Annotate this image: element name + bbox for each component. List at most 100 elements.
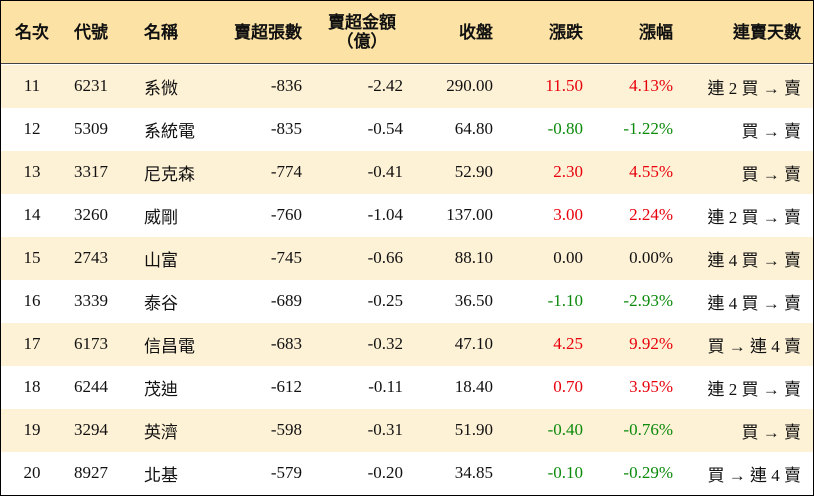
rank-cell: 19	[23, 420, 41, 440]
name-cell: 尼克森	[144, 164, 195, 184]
net-sell-amount-cell: -0.32	[367, 334, 403, 354]
net-sell-lots-cell: -835	[270, 119, 302, 139]
net-sell-amount-cell: -0.66	[367, 248, 403, 268]
code-cell: 8927	[74, 463, 108, 483]
change-pct-cell: -0.29%	[623, 463, 673, 483]
header-text: 漲幅	[639, 22, 673, 42]
sell-days-cell: 買 → 賣	[741, 164, 802, 184]
net-sell-amount-cell: -0.25	[367, 291, 403, 311]
close-cell: 51.90	[454, 420, 493, 440]
change-pct-cell: 0.00%	[629, 248, 673, 268]
code-cell: 3339	[74, 291, 108, 311]
header-cell: 連賣天數	[681, 1, 813, 63]
header-text: 漲跌	[549, 22, 583, 42]
code-cell: 6231	[74, 76, 108, 96]
change-pct-cell: -1.22%	[623, 119, 673, 139]
table-row: 15 2743 山富 -745 -0.66 88.10 0.00 0.00% 連 4 買 → 賣	[1, 236, 813, 280]
rank-cell: 18	[23, 377, 41, 397]
change-cell: -1.10	[547, 291, 583, 311]
net-sell-lots-cell: -745	[270, 248, 302, 268]
change-cell: 2.30	[553, 162, 583, 182]
sell-days-cell: 連 4 買 → 賣	[707, 250, 802, 270]
code-cell: 6244	[74, 377, 108, 397]
code-cell: 6173	[74, 334, 108, 354]
table-row: 19 3294 英濟 -598 -0.31 51.90 -0.40 -0.76% 買 → 賣	[1, 408, 813, 452]
sell-days-cell: 連 4 買 → 賣	[707, 293, 802, 313]
net-sell-amount-cell: -0.11	[368, 377, 403, 397]
net-sell-amount-cell: -2.42	[367, 76, 403, 96]
name-cell: 威剛	[144, 207, 178, 227]
table-row: 14 3260 威剛 -760 -1.04 137.00 3.00 2.24% 連 2 買 → …	[1, 194, 813, 237]
change-cell: -0.10	[547, 463, 583, 483]
close-cell: 36.50	[454, 291, 493, 311]
rank-cell: 11	[23, 76, 41, 96]
sell-days-cell: 買 → 連 4 賣	[707, 336, 802, 356]
change-pct-cell: -2.93%	[623, 291, 673, 311]
table-row: 20 8927 北基 -579 -0.20 34.85 -0.10 -0.29% 買 → 連 4…	[1, 452, 813, 495]
name-cell: 山富	[144, 250, 178, 270]
close-cell: 64.80	[454, 119, 493, 139]
header-cell: 名次	[1, 1, 63, 63]
header-row: 名次 代號 名稱 賣超張數 賣超金額 （億） 收盤 漲跌 漲幅 連賣天數	[1, 1, 813, 64]
header-cell: 漲幅	[591, 1, 681, 63]
change-pct-cell: -0.76%	[623, 420, 673, 440]
header-text: 賣超張數	[234, 22, 302, 42]
header-text: 名稱	[144, 22, 178, 42]
header-text: 代號	[74, 22, 108, 42]
header-cell: 賣超張數	[211, 1, 311, 63]
sell-days-cell: 連 2 買 → 賣	[707, 78, 802, 98]
rank-cell: 16	[23, 291, 41, 311]
change-pct-cell: 4.55%	[629, 162, 673, 182]
net-sell-lots-cell: -579	[270, 463, 302, 483]
header-cell: 代號	[63, 1, 131, 63]
rank-cell: 14	[23, 205, 41, 225]
change-cell: 4.25	[553, 334, 583, 354]
change-cell: -0.40	[547, 420, 583, 440]
net-sell-lots-cell: -689	[270, 291, 302, 311]
change-cell: -0.80	[547, 119, 583, 139]
code-cell: 2743	[74, 248, 108, 268]
name-cell: 北基	[144, 465, 178, 485]
sell-days-cell: 連 2 買 → 賣	[707, 379, 802, 399]
net-sell-lots-cell: -683	[270, 334, 302, 354]
name-cell: 英濟	[144, 422, 178, 442]
header-text: 連賣天數	[733, 22, 801, 42]
close-cell: 18.40	[454, 377, 493, 397]
name-cell: 信昌電	[144, 336, 195, 356]
change-cell: 0.70	[553, 377, 583, 397]
net-sell-amount-cell: -0.31	[367, 420, 403, 440]
code-cell: 5309	[74, 119, 108, 139]
close-cell: 52.90	[454, 162, 493, 182]
table-row: 18 6244 茂迪 -612 -0.11 18.40 0.70 3.95% 連 2 買 → 賣	[1, 366, 813, 409]
change-cell: 11.50	[545, 76, 583, 96]
table-row: 16 3339 泰谷 -689 -0.25 36.50 -1.10 -2.93% 連 4 買 →…	[1, 280, 813, 323]
net-sell-amount-cell: -1.04	[367, 205, 403, 225]
change-pct-cell: 3.95%	[629, 377, 673, 397]
sell-days-cell: 買 → 連 4 賣	[707, 465, 802, 485]
name-cell: 泰谷	[144, 293, 178, 313]
table-row: 11 6231 系微 -836 -2.42 290.00 11.50 4.13% 連 2 買 →…	[1, 64, 813, 108]
header-cell: 漲跌	[501, 1, 591, 63]
rank-cell: 20	[23, 463, 41, 483]
close-cell: 88.10	[454, 248, 493, 268]
change-pct-cell: 2.24%	[629, 205, 673, 225]
net-sell-amount-cell: -0.41	[367, 162, 403, 182]
header-text: 賣超金額	[328, 13, 396, 32]
name-cell: 系微	[144, 78, 178, 98]
sell-days-cell: 買 → 賣	[741, 422, 802, 442]
header-cell: 收盤	[411, 1, 501, 63]
net-sell-lots-cell: -612	[270, 377, 302, 397]
table-row: 13 3317 尼克森 -774 -0.41 52.90 2.30 4.55% 買 → 賣	[1, 150, 813, 194]
code-cell: 3260	[74, 205, 108, 225]
net-sell-amount-cell: -0.54	[367, 119, 403, 139]
table-row: 17 6173 信昌電 -683 -0.32 47.10 4.25 9.92% 買 → 連 4 …	[1, 322, 813, 366]
net-sell-lots-cell: -598	[270, 420, 302, 440]
sell-days-cell: 買 → 賣	[741, 121, 802, 141]
change-cell: 3.00	[553, 205, 583, 225]
code-cell: 3294	[74, 420, 108, 440]
close-cell: 290.00	[446, 76, 493, 96]
header-text: 收盤	[459, 22, 493, 42]
code-cell: 3317	[74, 162, 108, 182]
close-cell: 47.10	[454, 334, 493, 354]
